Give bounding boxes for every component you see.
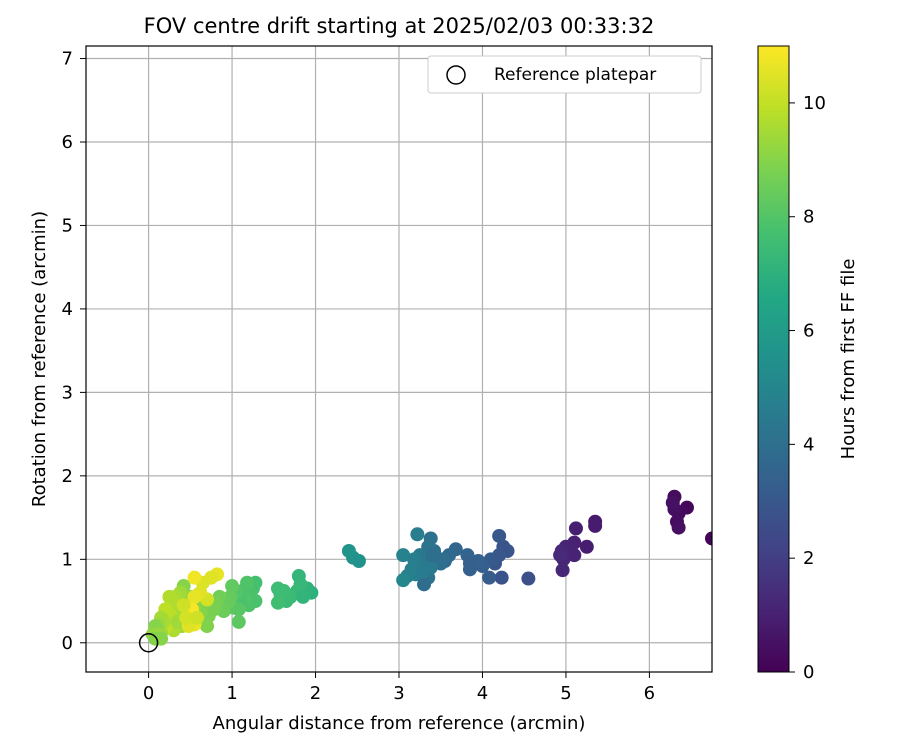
scatter-point [396, 548, 411, 563]
colorbar-tick-label: 2 [803, 548, 814, 569]
y-tick-label: 3 [62, 382, 73, 403]
scatter-point [462, 562, 477, 577]
scatter-point [588, 518, 603, 533]
scatter-point [671, 520, 686, 535]
y-tick-label: 4 [62, 299, 73, 320]
scatter-point [270, 581, 285, 596]
scatter-point [494, 570, 509, 585]
scatter-point [231, 614, 246, 629]
scatter-point [665, 495, 680, 510]
scatter-point [415, 564, 430, 579]
scatter-points [145, 489, 712, 646]
y-tick-label: 0 [62, 633, 73, 654]
x-axis-ticks: 0 1 2 3 4 5 6 [143, 672, 655, 704]
scatter-point [417, 577, 432, 592]
x-tick-label: 3 [393, 683, 404, 704]
colorbar-tick-label: 10 [803, 93, 826, 114]
scatter-point [162, 589, 177, 604]
scatter-point [296, 589, 311, 604]
legend-box [427, 55, 702, 94]
y-tick-label: 2 [62, 466, 73, 487]
reference-marker [138, 633, 159, 653]
legend-marker [446, 65, 466, 85]
scatter-point [492, 528, 507, 543]
scatter-point [225, 579, 240, 594]
x-tick-label: 6 [644, 683, 655, 704]
scatter-point [482, 570, 497, 585]
scatter-point [187, 570, 202, 585]
colorbar-label: Hours from first FF file [838, 259, 859, 460]
colorbar-tick-label: 8 [803, 207, 814, 228]
scatter-point [187, 589, 202, 604]
y-axis-ticks: 0 1 2 3 4 5 6 7 [62, 49, 86, 654]
legend: Reference platepar [427, 55, 702, 94]
scatter-point [553, 548, 568, 563]
scatter-point [555, 563, 570, 578]
scatter-point [568, 521, 583, 536]
colorbar-tick-label: 0 [803, 662, 814, 683]
scatter-point [176, 598, 191, 613]
chart-title: FOV centre drift starting at 2025/02/03 … [144, 14, 655, 38]
y-tick-label: 1 [62, 549, 73, 570]
colorbar-gradient [757, 45, 790, 673]
y-tick-label: 6 [62, 132, 73, 153]
x-axis-label: Angular distance from reference (arcmin) [213, 713, 586, 734]
scatter-point [435, 552, 450, 567]
x-tick-label: 4 [477, 683, 488, 704]
y-tick-label: 5 [62, 215, 73, 236]
scatter-point [190, 610, 205, 625]
x-tick-label: 0 [143, 683, 154, 704]
x-tick-label: 2 [310, 683, 321, 704]
y-axis-label: Rotation from reference (arcmin) [29, 211, 50, 507]
scatter-point [705, 531, 712, 546]
scatter-point [396, 573, 411, 588]
x-tick-label: 5 [560, 683, 571, 704]
scatter-point [200, 619, 215, 634]
scatter-point [579, 539, 594, 554]
y-tick-label: 7 [62, 49, 73, 70]
scatter-point [407, 552, 422, 567]
colorbar: 0 2 4 6 8 10 Hours from first FF file [757, 45, 859, 683]
colorbar-tick-label: 4 [803, 434, 814, 455]
grid [86, 46, 712, 672]
colorbar-ticks: 0 2 4 6 8 10 [789, 93, 826, 683]
scatter-point [521, 571, 536, 586]
legend-entry: Reference platepar [494, 65, 656, 85]
scatter-point [410, 527, 425, 542]
scatter-point [179, 610, 194, 625]
scatter-point [341, 543, 356, 558]
x-tick-label: 1 [226, 683, 237, 704]
scatter-point [270, 595, 285, 610]
colorbar-tick-label: 6 [803, 321, 814, 342]
